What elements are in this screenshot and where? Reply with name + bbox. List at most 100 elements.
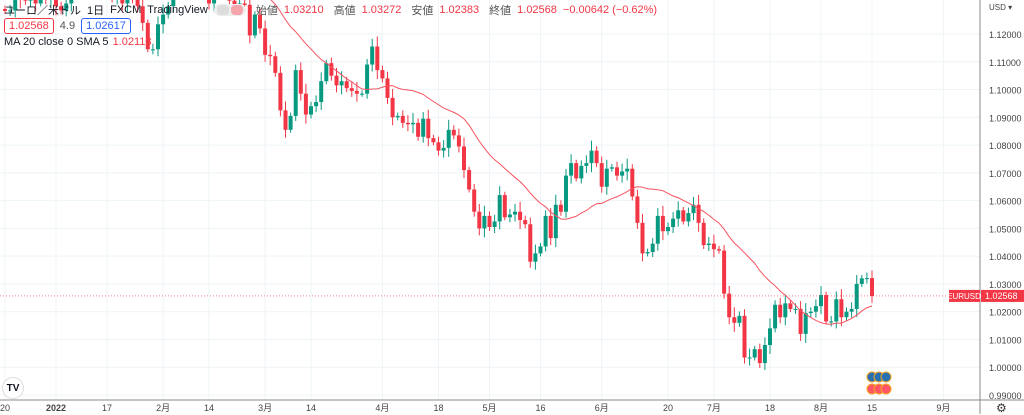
buy-button[interactable]: 1.02617 <box>81 18 131 34</box>
candle-up <box>446 129 451 148</box>
candle-up <box>584 163 589 166</box>
candle-down <box>354 90 359 94</box>
candle-down <box>242 3 247 5</box>
low-value: 1.02383 <box>439 4 480 16</box>
candle-down <box>696 204 701 223</box>
y-tick-label: 1.00000 <box>989 363 1022 373</box>
y-tick-label: 1.09000 <box>989 113 1022 123</box>
candle-up <box>365 64 370 94</box>
candle-up <box>650 243 655 252</box>
candle-up <box>319 81 324 103</box>
x-tick-label: 20 <box>663 403 673 413</box>
x-tick-label: 9月 <box>936 403 950 413</box>
candle-up <box>171 0 176 7</box>
us-flag-event-icon <box>880 383 892 395</box>
candle-up <box>671 218 676 228</box>
candle-up <box>533 253 538 262</box>
flag-icon[interactable] <box>230 5 243 15</box>
legend-toggle[interactable] <box>213 4 246 16</box>
high-label: 高値 <box>333 5 356 17</box>
candle-down <box>426 118 431 139</box>
candle-up <box>620 171 625 176</box>
candle-up <box>808 311 813 314</box>
candle-down <box>23 0 28 1</box>
symbol-name[interactable]: ユーロ／米ドル <box>4 5 81 17</box>
minimize-icon[interactable] <box>216 5 229 15</box>
candle-down <box>33 0 38 4</box>
candle-up <box>747 357 752 359</box>
candle-up <box>803 313 808 334</box>
candle-up <box>813 306 818 312</box>
candle-down <box>798 308 803 334</box>
candle-down <box>232 0 237 5</box>
candle-down <box>140 6 145 23</box>
candle-down <box>329 63 334 76</box>
candle-up <box>497 195 502 222</box>
candle-up <box>854 283 859 309</box>
candle-down <box>681 210 686 222</box>
x-tick-label: 5月 <box>482 403 496 413</box>
candle-up <box>706 243 711 246</box>
candle-down <box>258 14 262 29</box>
candle-down <box>660 215 665 232</box>
candle-down <box>717 249 721 251</box>
indicator-legend[interactable]: MA 20 close 0 SMA 5 1.02113 <box>4 36 152 48</box>
candle-up <box>773 304 778 329</box>
close-label: 終値 <box>489 5 512 17</box>
candle-down <box>824 295 829 322</box>
candle-down <box>263 28 268 55</box>
candle-up <box>125 0 130 4</box>
candle-up <box>752 349 757 358</box>
candle-up <box>212 0 217 4</box>
candle-down <box>487 215 492 228</box>
x-tick-label: 14 <box>204 403 214 413</box>
tradingview-logo[interactable]: TV <box>2 377 24 399</box>
indicator-value: 1.02113 <box>112 36 152 48</box>
candle-up <box>864 278 869 280</box>
high-value: 1.03272 <box>361 4 402 16</box>
candle-down <box>436 142 441 151</box>
candle-up <box>339 81 344 86</box>
sell-button[interactable]: 1.02568 <box>4 18 54 34</box>
candle-up <box>538 246 543 254</box>
x-tick-label: 20 <box>0 403 10 413</box>
candle-up <box>360 93 364 95</box>
candle-down <box>344 81 349 89</box>
x-tick-label: 8月 <box>814 403 828 413</box>
y-tick-label: 1.01000 <box>989 335 1022 345</box>
candle-up <box>834 299 839 322</box>
interval[interactable]: 1日 <box>87 5 105 17</box>
candle-down <box>54 0 58 7</box>
candle-down <box>247 4 252 36</box>
exchange: FXCM <box>110 4 142 16</box>
candle-down <box>227 0 232 1</box>
candle-down <box>416 122 421 137</box>
candle-up <box>829 321 834 323</box>
candle-down <box>701 222 706 246</box>
x-tick-label: 2月 <box>156 403 170 413</box>
candle-up <box>441 147 446 151</box>
open-value: 1.03210 <box>283 4 324 16</box>
settings-gear-icon[interactable]: ⚙ <box>996 401 1007 415</box>
candle-down <box>207 0 211 4</box>
candle-up <box>492 221 497 228</box>
last-price-label: 1.02568 <box>985 291 1018 301</box>
x-tick-label: 4月 <box>375 403 389 413</box>
y-tick-label: 1.11000 <box>989 58 1021 68</box>
candle-down <box>283 110 288 130</box>
candle-up <box>762 345 767 364</box>
candle-up <box>686 213 691 222</box>
indicator-label: MA 20 close 0 SMA 5 <box>4 36 109 48</box>
y-tick-label: 1.12000 <box>989 30 1022 40</box>
candle-down <box>303 93 308 115</box>
spread: 4.9 <box>59 20 76 32</box>
candle-down <box>268 54 273 57</box>
candle-up <box>783 303 788 318</box>
y-tick-label: 0.99000 <box>989 391 1022 401</box>
candle-down <box>59 6 64 11</box>
x-tick-label: 3月 <box>258 403 272 413</box>
x-tick-label: 16 <box>535 403 545 413</box>
candle-down <box>477 211 482 229</box>
change-value: −0.00642 (−0.62%) <box>562 4 658 16</box>
